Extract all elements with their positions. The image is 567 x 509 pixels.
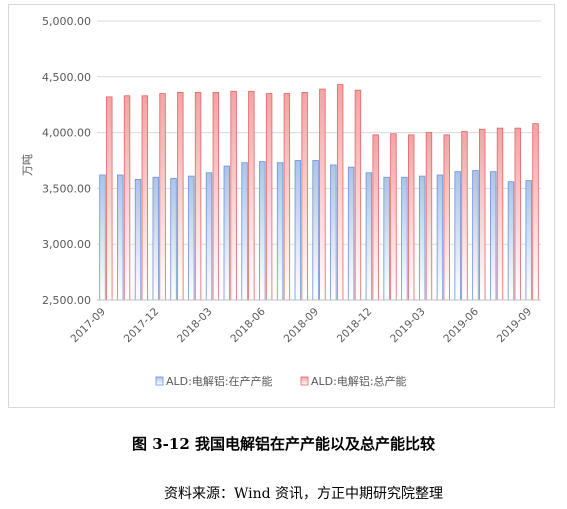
- bar-in-production-2017-11: [134, 179, 142, 301]
- bar-in-production-2018-07: [276, 162, 284, 301]
- x-tick-label: 2018-06: [228, 305, 268, 345]
- bar-total-2017-11: [141, 95, 148, 301]
- bar-in-production-2019-04: [436, 174, 444, 301]
- bar-in-production-2018-04: [223, 165, 230, 301]
- legend-label: ALD:电解铝:在产产能: [166, 374, 273, 388]
- bar-total-2018-06: [265, 93, 273, 301]
- bar-total-2018-07: [283, 93, 291, 301]
- legend-label: ALD:电解铝:总产能: [311, 374, 407, 388]
- bar-in-production-2018-01: [170, 177, 177, 301]
- bar-total-2018-09: [319, 88, 326, 301]
- figure-caption: 图 3-12 我国电解铝在产产能以及总产能比较: [132, 435, 435, 453]
- bar-total-2019-08: [514, 127, 521, 301]
- bar-total-2019-01: [390, 133, 397, 301]
- x-tick-label: 2017-09: [68, 306, 108, 346]
- bar-in-production-2018-12: [365, 172, 373, 301]
- bar-in-production-2019-03: [418, 175, 426, 301]
- x-tick-label: 2017-12: [122, 306, 162, 346]
- x-tick-label: 2019-06: [441, 305, 481, 345]
- bar-total-2019-06: [479, 128, 486, 301]
- bar-total-2018-05: [248, 90, 255, 301]
- bar-in-production-2018-02: [188, 175, 195, 301]
- x-tick-label: 2018-09: [282, 306, 322, 346]
- bar-total-2019-04: [443, 134, 450, 301]
- bar-total-2018-12: [372, 134, 379, 301]
- bar-in-production-2019-09: [525, 180, 532, 301]
- bar-in-production-2019-06: [472, 170, 479, 301]
- bar-total-2018-04: [230, 90, 237, 301]
- bar-in-production-2018-05: [241, 162, 248, 301]
- y-tick-label: 4,000.00: [42, 127, 91, 140]
- x-tick-label: 2019-03: [388, 306, 428, 346]
- y-tick-label: 5,000.00: [42, 15, 91, 28]
- bar-in-production-2018-10: [330, 164, 337, 301]
- y-tick-label: 2,500.00: [42, 294, 91, 307]
- bar-total-2018-01: [177, 92, 184, 301]
- bar-total-2017-10: [123, 95, 131, 301]
- bar-in-production-2017-10: [117, 174, 124, 301]
- bar-in-production-2017-09: [99, 174, 106, 301]
- bar-total-2018-11: [354, 89, 362, 301]
- bar-total-2018-08: [301, 92, 308, 301]
- y-tick-label: 3,000.00: [42, 238, 91, 251]
- bar-total-2018-10: [336, 84, 344, 301]
- bar-total-2019-09: [532, 123, 539, 301]
- bar-total-2017-09: [106, 96, 113, 301]
- y-axis-label: 万吨: [21, 154, 34, 176]
- bar-total-2018-03: [212, 92, 220, 301]
- legend-swatch: [155, 376, 164, 386]
- bar-chart: 2,500.00 3,000.00 3,500.00 4,000.00 4,500.00…: [21, 15, 541, 388]
- bar-in-production-2018-03: [205, 172, 213, 301]
- bar-in-production-2018-08: [294, 160, 302, 301]
- bar-in-production-2019-05: [454, 171, 461, 301]
- bar-total-2019-03: [425, 132, 433, 301]
- y-tick-label: 4,500.00: [42, 71, 91, 84]
- chart-frame: 2,500.00 3,000.00 3,500.00 4,000.00 4,500.00…: [8, 4, 555, 408]
- y-tick-label: 3,500.00: [42, 182, 91, 195]
- legend-swatch: [300, 376, 309, 386]
- bar-total-2019-05: [461, 131, 468, 301]
- bar-total-2019-02: [407, 134, 415, 301]
- source-caption: 资料来源：Wind 资讯，方正中期研究院整理: [163, 486, 444, 502]
- bar-total-2019-07: [496, 127, 504, 301]
- bar-in-production-2019-08: [507, 181, 515, 301]
- x-tick-label: 2018-12: [335, 306, 375, 346]
- bar-total-2018-02: [194, 92, 202, 301]
- bar-in-production-2019-01: [383, 176, 390, 301]
- x-tick-label: 2018-03: [175, 306, 215, 346]
- bar-in-production-2018-09: [312, 160, 319, 301]
- bar-in-production-2017-12: [152, 176, 159, 301]
- bar-total-2017-12: [159, 93, 166, 301]
- bar-in-production-2019-02: [401, 176, 408, 301]
- x-tick-label: 2019-09: [495, 306, 535, 346]
- bar-in-production-2018-06: [259, 161, 266, 301]
- bar-in-production-2019-07: [489, 171, 497, 301]
- bar-in-production-2018-11: [347, 166, 355, 301]
